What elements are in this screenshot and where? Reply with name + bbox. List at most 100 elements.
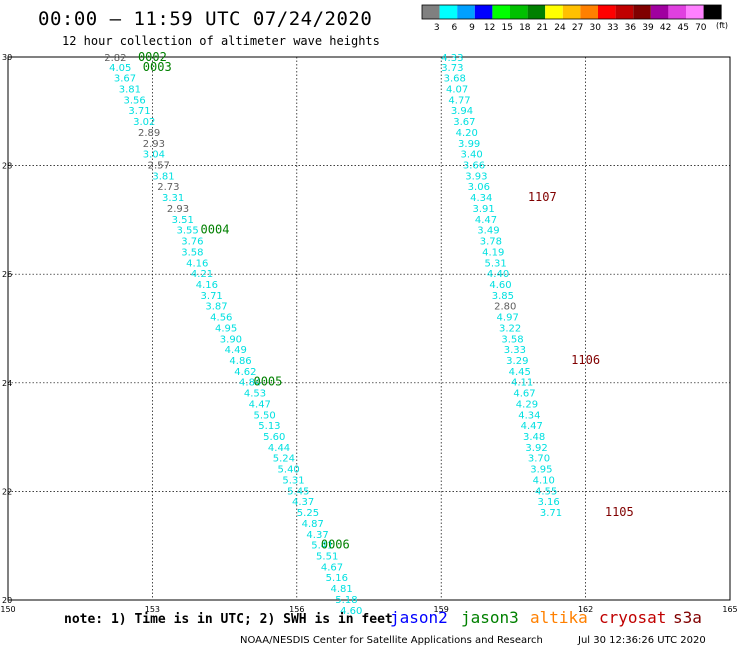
wave-height-label: 4.49 bbox=[225, 345, 247, 356]
legend-label: 6 bbox=[452, 23, 458, 33]
pass-time-tag: 1106 bbox=[571, 353, 600, 367]
legend-border bbox=[421, 4, 722, 20]
wave-height-label: 4.10 bbox=[533, 475, 555, 486]
wave-height-label: 2.80 bbox=[494, 302, 516, 313]
wave-height-label: 4.07 bbox=[446, 84, 468, 95]
wave-height-label: 4.77 bbox=[448, 95, 470, 106]
wave-height-label: 4.60 bbox=[340, 606, 362, 617]
wave-height-label: 3.95 bbox=[530, 465, 552, 476]
wave-height-label: 3.04 bbox=[143, 150, 165, 161]
legend-swatch bbox=[598, 5, 616, 19]
wave-height-label: 3.71 bbox=[128, 106, 150, 117]
lat-tick-label: 20 bbox=[2, 596, 12, 605]
wave-height-label: 3.87 bbox=[205, 302, 227, 313]
lat-tick-label: 30 bbox=[2, 53, 12, 62]
legend-swatch bbox=[615, 5, 634, 19]
legend-label: 42 bbox=[660, 23, 671, 33]
wave-height-label: 4.16 bbox=[186, 258, 208, 269]
legend-swatch bbox=[510, 5, 528, 19]
footer-credit: NOAA/NESDIS Center for Satellite Applica… bbox=[240, 635, 543, 646]
wave-height-label: 3.06 bbox=[468, 182, 490, 193]
wave-height-label: 4.21 bbox=[191, 269, 213, 280]
wave-height-label: 4.60 bbox=[489, 280, 511, 291]
wave-height-label: 3.71 bbox=[201, 291, 223, 302]
sat-jason3: jason3 bbox=[461, 608, 519, 627]
lon-tick-label: 150 bbox=[0, 605, 15, 614]
lon-tick-label: 159 bbox=[434, 605, 449, 614]
legend-swatch bbox=[650, 5, 669, 19]
pass-time-tag: 0005 bbox=[253, 375, 282, 389]
legend-label: 45 bbox=[677, 23, 688, 33]
wave-height-label: 3.78 bbox=[480, 237, 502, 248]
wave-height-label: 3.81 bbox=[152, 171, 174, 182]
sat-altika: altika bbox=[530, 608, 588, 627]
lon-tick-label: 153 bbox=[145, 605, 160, 614]
legend-label: 3 bbox=[434, 23, 440, 33]
lat-tick-label: 26 bbox=[2, 270, 12, 279]
wave-height-label: 3.92 bbox=[525, 443, 547, 454]
legend-swatch bbox=[633, 5, 651, 19]
wave-height-label: 3.56 bbox=[124, 95, 146, 106]
wave-height-label: 5.24 bbox=[273, 454, 295, 465]
wave-height-label: 4.67 bbox=[513, 389, 535, 400]
wave-height-label: 4.84 bbox=[239, 378, 261, 389]
pass-time-tag: 1107 bbox=[528, 190, 557, 204]
wave-height-label: 3.49 bbox=[477, 226, 499, 237]
lat-tick-label: 24 bbox=[2, 379, 12, 388]
wave-height-label: 3.76 bbox=[181, 237, 203, 248]
legend-swatch bbox=[422, 5, 440, 19]
wave-height-label: 3.58 bbox=[501, 334, 523, 345]
wave-height-label: 4.97 bbox=[497, 313, 519, 324]
wave-height-label: 4.67 bbox=[321, 562, 343, 573]
legend-swatch bbox=[686, 5, 704, 19]
wave-height-label: 2.93 bbox=[167, 204, 189, 215]
wave-height-label: 3.91 bbox=[472, 204, 494, 215]
wave-height-label: 2.89 bbox=[138, 128, 160, 139]
wave-height-label: 5.60 bbox=[263, 432, 285, 443]
wave-height-label: 5.18 bbox=[335, 595, 357, 606]
wave-height-label: 3.16 bbox=[537, 497, 559, 508]
pass-time-tag: 0002 bbox=[138, 50, 167, 64]
wave-height-label: 4.81 bbox=[330, 584, 352, 595]
wave-height-label: 4.33 bbox=[441, 53, 463, 64]
legend-label: 21 bbox=[537, 23, 548, 33]
footer-timestamp: Jul 30 12:36:26 UTC 2020 bbox=[578, 635, 706, 646]
wave-height-label: 3.29 bbox=[506, 356, 528, 367]
wave-height-label: 3.51 bbox=[172, 215, 194, 226]
wave-height-label: 4.62 bbox=[234, 367, 256, 378]
sat-jason2: jason2 bbox=[390, 608, 448, 627]
lon-tick-label: 165 bbox=[722, 605, 737, 614]
sat-s3a: s3a bbox=[673, 608, 702, 627]
wave-height-label: 5.16 bbox=[326, 573, 348, 584]
legend-swatch bbox=[703, 5, 722, 19]
legend-swatch bbox=[545, 5, 563, 19]
wave-height-label: 3.71 bbox=[540, 508, 562, 519]
wave-height-label: 3.58 bbox=[181, 247, 203, 258]
wave-height-label: 4.47 bbox=[249, 399, 271, 410]
wave-height-label: 5.13 bbox=[258, 421, 280, 432]
wave-height-label: 4.34 bbox=[470, 193, 492, 204]
wave-height-label: 4.53 bbox=[244, 389, 266, 400]
wave-height-label: 4.56 bbox=[210, 313, 232, 324]
wave-height-label: 4.11 bbox=[511, 378, 533, 389]
wave-height-label: 4.55 bbox=[535, 486, 557, 497]
pass-time-tag: 0003 bbox=[143, 60, 172, 74]
legend-swatch bbox=[474, 5, 493, 19]
wave-height-label: 2.57 bbox=[148, 161, 170, 172]
legend-label: 18 bbox=[519, 23, 531, 33]
legend-swatch bbox=[527, 5, 546, 19]
wave-height-label: 3.68 bbox=[444, 74, 466, 85]
wave-height-label: 2.93 bbox=[143, 139, 165, 150]
legend-swatch bbox=[439, 5, 458, 19]
legend-swatch bbox=[457, 5, 475, 19]
wave-height-label: 4.44 bbox=[268, 443, 290, 454]
wave-height-label: 3.90 bbox=[220, 334, 242, 345]
wave-height-label: 4.29 bbox=[516, 399, 538, 410]
wave-height-label: 3.94 bbox=[451, 106, 473, 117]
legend-swatch bbox=[668, 5, 686, 19]
footer-note: note: 1) Time is in UTC; 2) SWH is in fe… bbox=[64, 612, 393, 627]
wave-height-label: 3.22 bbox=[499, 323, 521, 334]
page-subtitle: 12 hour collection of altimeter wave hei… bbox=[62, 34, 380, 48]
wave-height-label: 4.16 bbox=[196, 280, 218, 291]
